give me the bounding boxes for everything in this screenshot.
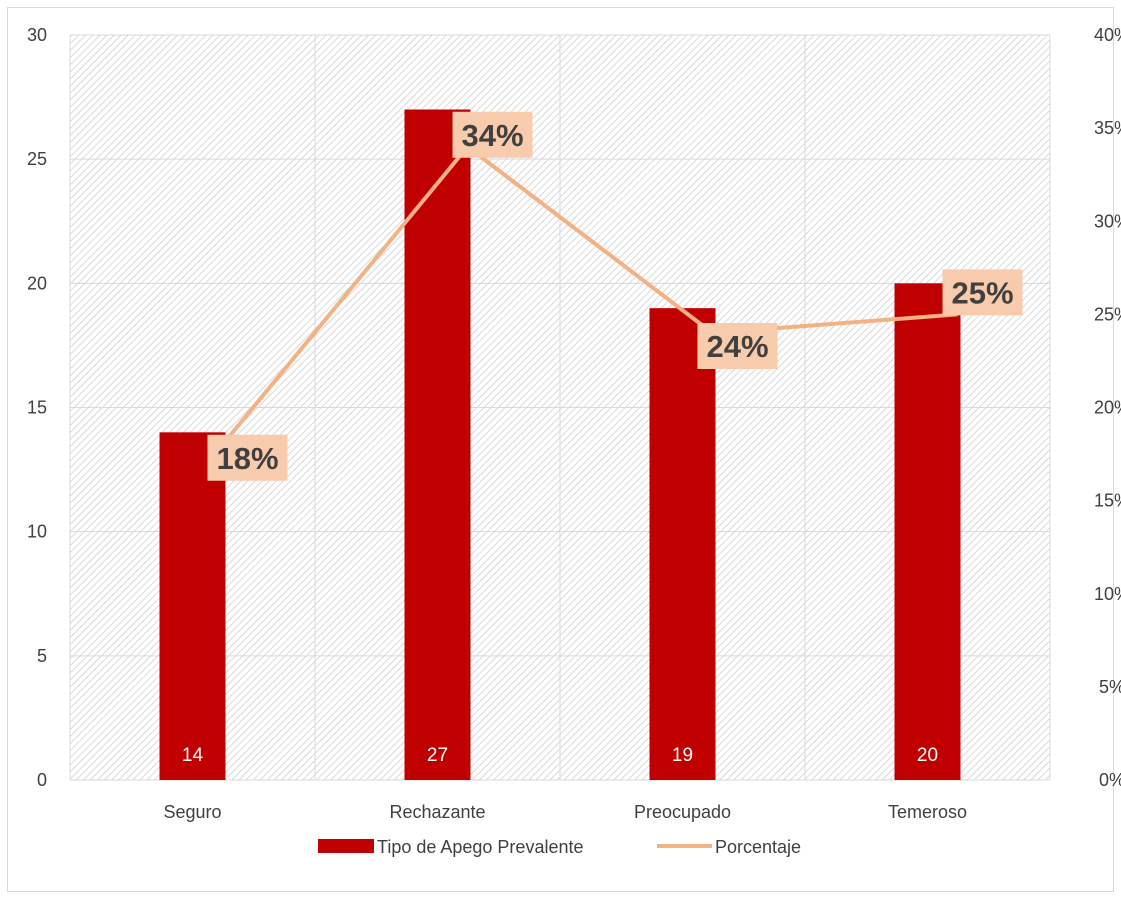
y2-tick-label: 30% — [1094, 211, 1121, 231]
y2-tick-label: 10% — [1094, 584, 1121, 604]
x-tick-label: Preocupado — [634, 802, 731, 822]
legend-label-line: Porcentaje — [715, 837, 801, 857]
x-tick-label: Temeroso — [888, 802, 967, 822]
percent-value-label: 18% — [216, 441, 278, 476]
bar-value-label: 14 — [182, 745, 204, 766]
y2-tick-label: 15% — [1094, 491, 1121, 511]
percent-label-box — [452, 111, 533, 158]
data-labels: 14 27 19 20 18% 34% 24% 25% — [182, 111, 1023, 766]
percent-label-box — [207, 434, 288, 481]
y-tick-label: 15 — [27, 398, 47, 418]
x-tick-label: Rechazante — [389, 802, 485, 822]
bar-value-label: 27 — [427, 745, 448, 766]
percent-value-label: 34% — [461, 118, 523, 153]
y2-tick-label: 35% — [1094, 118, 1121, 138]
y2-tick-label: 5% — [1099, 677, 1121, 697]
bar-rechazante — [404, 109, 471, 780]
y2-tick-label: 25% — [1094, 304, 1121, 324]
bar-value-label: 19 — [672, 745, 693, 766]
y-tick-label: 30 — [27, 25, 47, 45]
y-tick-label: 5 — [37, 646, 47, 666]
y-tick-label: 25 — [27, 149, 47, 169]
percent-value-label: 25% — [951, 275, 1013, 310]
y-axis-left: 0 5 10 15 20 25 30 — [27, 25, 47, 790]
y2-tick-label: 40% — [1094, 25, 1121, 45]
y-tick-label: 20 — [27, 273, 47, 293]
y2-tick-label: 0% — [1099, 770, 1121, 790]
y-tick-label: 10 — [27, 522, 47, 542]
bar-series — [159, 109, 961, 780]
x-tick-label: Seguro — [163, 802, 221, 822]
bar-seguro — [159, 432, 226, 780]
y-axis-right: 0% 5% 10% 15% 20% 25% 30% 35% 40% — [1094, 25, 1121, 790]
gridlines — [69, 34, 1051, 781]
y2-tick-label: 20% — [1094, 398, 1121, 418]
legend-label-bar: Tipo de Apego Prevalente — [377, 837, 583, 857]
line-series — [220, 144, 958, 447]
legend-swatch-bar — [318, 839, 374, 853]
y-tick-label: 0 — [37, 770, 47, 790]
bar-temeroso — [894, 283, 961, 780]
bar-value-label: 20 — [917, 745, 938, 766]
bar-preocupado — [649, 308, 716, 780]
x-axis: Seguro Rechazante Preocupado Temeroso — [163, 802, 967, 822]
legend: Tipo de Apego Prevalente Porcentaje — [318, 837, 801, 857]
percent-label-box — [697, 323, 778, 369]
percent-label-box — [942, 269, 1023, 316]
percent-value-label: 24% — [706, 329, 768, 364]
porcentaje-line — [220, 144, 958, 447]
